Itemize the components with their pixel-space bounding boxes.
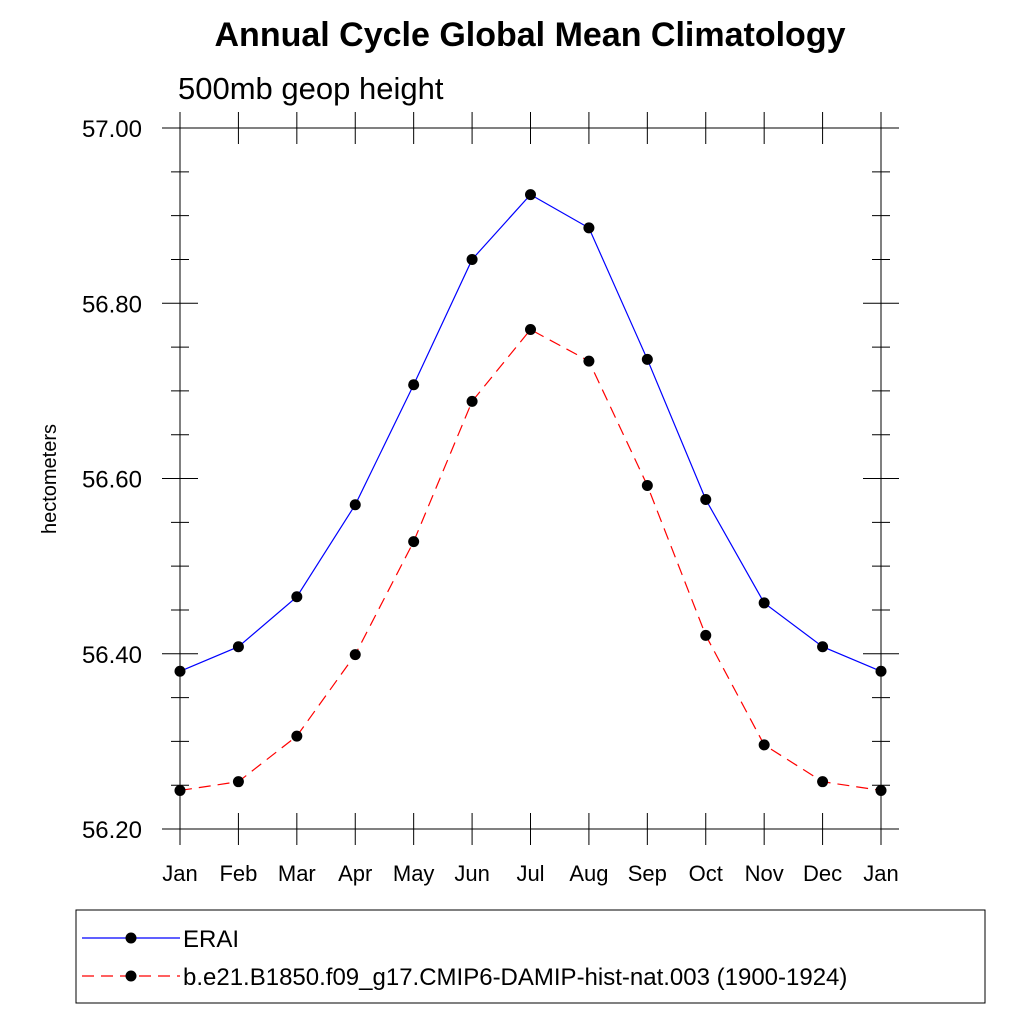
data-point [466,395,478,407]
legend-marker [125,970,137,982]
legend-label: ERAI [183,926,239,953]
x-tick-label: Aug [569,861,608,886]
data-point [641,353,653,365]
data-point [232,641,244,653]
series-line [179,328,882,792]
chart-title: Annual Cycle Global Mean Climatology [215,16,846,54]
data-point [817,641,829,653]
data-point [641,480,653,492]
data-point [583,355,595,367]
y-tick-label: 56.60 [82,467,142,494]
data-point [817,776,829,788]
x-tick-label: Mar [278,861,316,886]
x-tick-label: Sep [628,861,667,886]
data-point [408,379,420,391]
plot-frame [179,127,882,830]
x-tick-label: Dec [803,861,842,886]
x-tick-label: Jul [516,861,544,886]
series-layer [174,189,887,796]
legend-marker [125,932,137,944]
data-point [174,784,186,796]
data-point [700,494,712,506]
axes-group: 56.20 56.40 56.60 56.80 57.00 Jan Feb Mar Apr May… [82,112,899,886]
data-point [291,730,303,742]
data-point [291,591,303,603]
y-tick-label: 56.40 [82,642,142,669]
x-tick-label: May [393,861,435,886]
data-point [583,222,595,234]
y-tick-label: 56.80 [82,291,142,318]
legend-label: b.e21.B1850.f09_g17.CMIP6-DAMIP-hist-nat… [183,964,847,991]
data-point [349,649,361,661]
legend: ERAI b.e21.B1850.f09_g17.CMIP6-DAMIP-hist… [75,909,986,1004]
x-tick-label: Feb [219,861,257,886]
data-point [232,776,244,788]
data-point [349,499,361,511]
x-tick-label: Jun [454,861,489,886]
y-axis-label: hectometers [39,424,61,534]
data-point [408,536,420,548]
legend-box [75,909,986,1004]
data-point [466,253,478,265]
data-point [700,629,712,641]
data-point [174,665,186,677]
data-point [758,597,770,609]
x-tick-label: Oct [689,861,723,886]
x-tick-label: Nov [745,861,784,886]
data-point [525,189,536,201]
y-tick-label: 57.00 [82,116,142,143]
data-point [875,784,887,796]
y-tick-label: 56.20 [82,817,142,844]
x-tick-label: Jan [162,861,197,886]
x-tick-label: Jan [863,861,898,886]
series-line [179,193,882,672]
chart-subtitle: 500mb geop height [178,71,444,106]
data-point [758,739,770,751]
x-tick-label: Apr [338,861,372,886]
data-point [875,665,887,677]
data-point [525,324,536,336]
